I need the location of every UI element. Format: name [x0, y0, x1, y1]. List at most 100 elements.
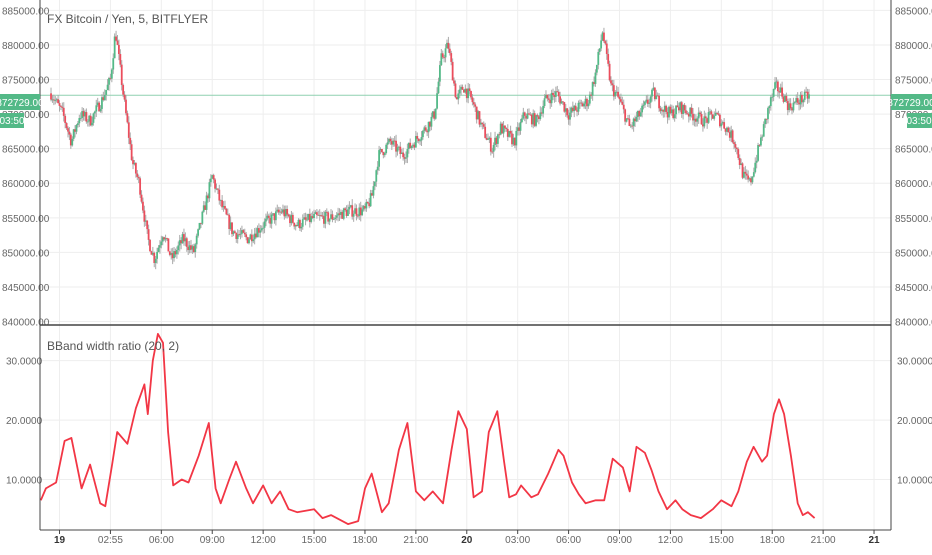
candle-body-up	[431, 117, 433, 127]
right-countdown-badge-text: 03:50	[906, 116, 931, 127]
candle-body-down	[474, 104, 476, 106]
left-price-badge-text: 872729.00	[0, 98, 44, 109]
candle-body-up	[794, 102, 796, 103]
candle-body-up	[313, 214, 315, 218]
candle-body-up	[199, 223, 201, 229]
candle-body-up	[155, 259, 157, 263]
candle-body-up	[385, 145, 387, 153]
candle-body-up	[387, 142, 389, 144]
candle-body-up	[614, 92, 616, 96]
time-tick-label: 06:00	[556, 535, 581, 546]
price-tick-label-left: 855000.00	[2, 214, 50, 225]
price-tick-label-right: 840000.00	[895, 318, 932, 329]
candle-body-up	[497, 134, 499, 144]
candle-body-up	[774, 82, 776, 89]
candle-body-down	[558, 92, 560, 97]
candle-body-down	[136, 174, 138, 177]
candle-body-up	[636, 117, 638, 121]
candle-body-down	[510, 131, 512, 134]
candle-body-up	[375, 170, 377, 181]
candle-body-up	[773, 89, 775, 97]
candle-body-down	[344, 208, 346, 210]
candle-body-down	[63, 108, 65, 116]
candle-body-up	[808, 94, 810, 98]
candle-body-up	[555, 91, 557, 97]
candle-body-up	[76, 125, 78, 132]
candle-body-up	[597, 52, 599, 65]
candle-body-up	[583, 104, 585, 107]
candle-body-down	[469, 88, 471, 91]
candle-body-up	[457, 93, 459, 99]
candle-body-down	[566, 108, 568, 115]
time-tick-label: 15:00	[709, 535, 734, 546]
candle-body-up	[753, 172, 755, 176]
candle-body-up	[445, 48, 447, 57]
price-tick-label-left: 850000.00	[2, 248, 50, 259]
candle-body-up	[487, 139, 489, 140]
candle-body-up	[770, 97, 772, 106]
candle-body-up	[542, 106, 544, 114]
candle-body-up	[347, 209, 349, 216]
candle-body-up	[104, 95, 106, 100]
candle-body-down	[617, 92, 619, 97]
candle-body-up	[324, 212, 326, 224]
candle-body-up	[264, 221, 266, 227]
candle-body-down	[225, 209, 227, 215]
candle-body-up	[422, 131, 424, 137]
candle-body-up	[720, 123, 722, 126]
candle-body-down	[658, 96, 660, 109]
candle-body-down	[125, 100, 127, 114]
candle-body-down	[621, 102, 623, 105]
candle-body-up	[377, 167, 379, 170]
candle-body-up	[405, 157, 407, 158]
candle-body-down	[736, 148, 738, 149]
candle-body-up	[158, 248, 160, 252]
candle-body-up	[406, 149, 408, 157]
candle-body-up	[107, 85, 109, 90]
candle-body-down	[684, 105, 686, 110]
candle-body-down	[442, 53, 444, 57]
candle-body-up	[94, 111, 96, 113]
candle-body-down	[604, 41, 606, 43]
candle-body-down	[580, 103, 582, 104]
candle-body-up	[275, 211, 277, 220]
candle-body-up	[596, 65, 598, 73]
candle-body-down	[381, 149, 383, 152]
candle-body-down	[737, 149, 739, 158]
candle-body-up	[793, 103, 795, 111]
candle-body-up	[54, 100, 56, 101]
candle-body-down	[447, 43, 449, 49]
bband-width-ratio-line	[41, 334, 815, 524]
candle-body-up	[93, 113, 95, 122]
candle-body-up	[373, 186, 375, 195]
time-tick-label: 03:00	[505, 535, 530, 546]
candle-body-up	[384, 153, 386, 155]
candle-body-down	[452, 62, 454, 81]
candle-body-down	[537, 115, 539, 116]
candle-body-down	[139, 178, 141, 194]
candle-body-down	[746, 174, 748, 176]
candle-body-down	[119, 54, 121, 65]
candle-body-up	[569, 113, 571, 120]
candle-body-down	[186, 238, 188, 247]
time-tick-label: 09:00	[607, 535, 632, 546]
candle-body-down	[552, 93, 554, 95]
candle-body-down	[607, 54, 609, 64]
candle-body-down	[732, 130, 734, 142]
candle-body-up	[589, 95, 591, 104]
candle-body-up	[265, 219, 267, 222]
candle-body-up	[95, 105, 97, 111]
candle-body-down	[744, 172, 746, 174]
candle-body-up	[438, 82, 440, 94]
price-tick-label-left: 875000.00	[2, 76, 50, 87]
candle-body-down	[524, 112, 526, 115]
candle-body-down	[117, 41, 119, 45]
candle-body-down	[67, 128, 69, 131]
left-countdown-badge: 03:50	[0, 113, 25, 128]
candle-body-down	[575, 106, 577, 111]
candle-body-down	[245, 234, 247, 237]
candle-body-up	[708, 112, 710, 123]
candle-body-up	[515, 131, 517, 145]
